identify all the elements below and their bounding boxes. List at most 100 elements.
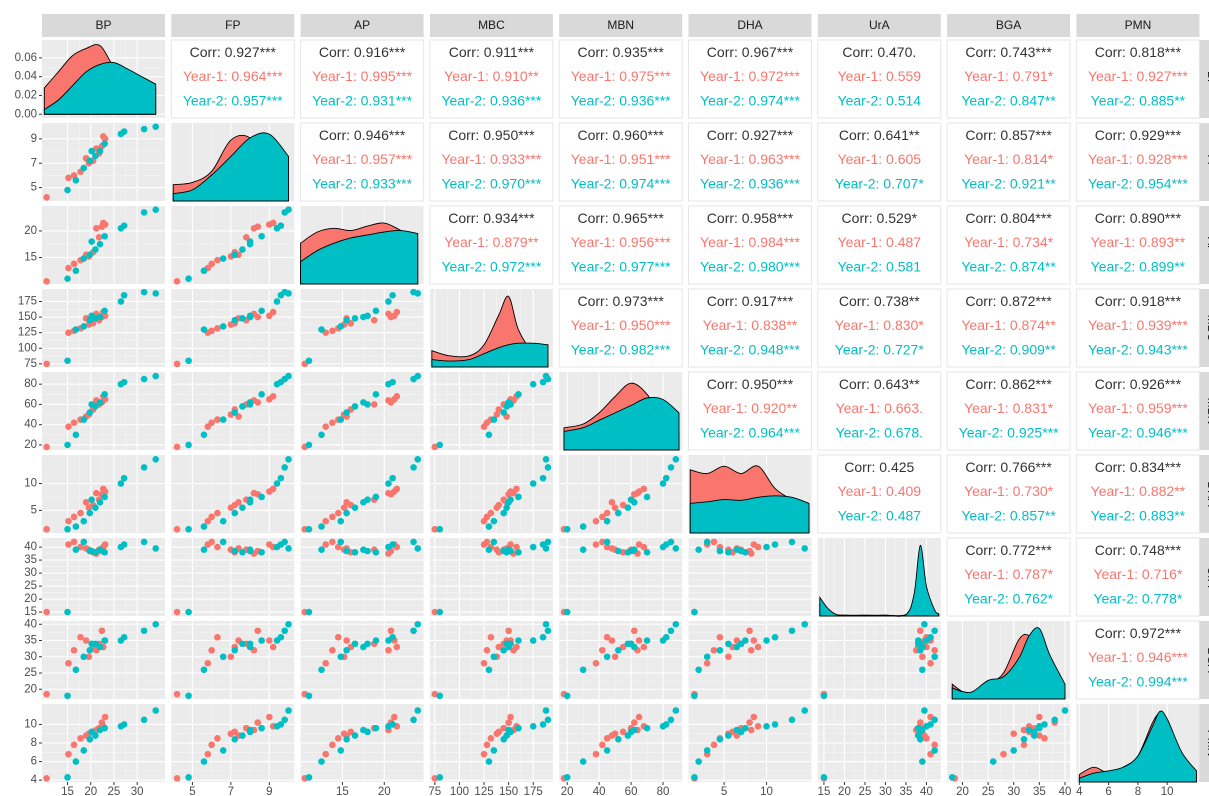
point	[305, 774, 313, 781]
y-tick-label: 4	[31, 774, 38, 786]
point	[480, 750, 488, 758]
corr-text: Year-2: 0.936***	[700, 175, 800, 191]
point	[539, 633, 547, 641]
point	[801, 707, 809, 714]
point	[627, 640, 635, 648]
point	[1010, 747, 1018, 754]
y-tick-label: 10	[24, 478, 37, 490]
x-tick-label: 20	[84, 786, 97, 796]
corr-text: Year-1: 0.730*	[964, 483, 1054, 499]
strip-top	[688, 14, 812, 37]
point	[611, 653, 619, 661]
point	[771, 721, 779, 728]
point	[343, 409, 350, 416]
corr-text: Corr: 0.916***	[319, 44, 406, 60]
panel	[300, 455, 424, 533]
x-tick-label: 125	[474, 786, 493, 796]
point	[101, 390, 108, 398]
point	[185, 357, 192, 365]
point	[351, 403, 359, 410]
point	[507, 547, 514, 555]
corr-text: Corr: 0.934***	[448, 210, 535, 226]
point	[495, 501, 503, 509]
corr-text: Year-2: 0.974***	[700, 92, 800, 108]
point	[1020, 741, 1028, 749]
point	[337, 323, 345, 330]
strip-right	[1199, 621, 1209, 699]
point	[750, 713, 758, 721]
point	[716, 646, 724, 654]
point	[65, 174, 72, 182]
point	[246, 640, 254, 648]
strip-top	[947, 14, 1071, 37]
point	[1041, 721, 1048, 728]
corr-text: Year-1: 0.830*	[835, 317, 925, 333]
point	[80, 164, 88, 172]
point	[208, 513, 215, 521]
corr-text: Year-1: 0.787*	[964, 566, 1054, 582]
corr-text: Year-2: 0.921**	[961, 175, 1056, 191]
strip-label: BGA	[996, 18, 1021, 32]
point	[490, 538, 498, 546]
corr-text: Year-2: 0.707*	[835, 175, 925, 191]
point	[763, 722, 770, 730]
point	[120, 222, 128, 229]
point	[389, 291, 396, 299]
y-tick-label: 8	[31, 737, 37, 749]
point	[208, 741, 215, 749]
corr-text: Corr: 0.935***	[578, 44, 665, 60]
x-tick-label: 30	[879, 786, 892, 796]
point	[431, 525, 439, 533]
y-tick-label: 35	[24, 554, 37, 566]
point	[931, 741, 938, 749]
point	[65, 423, 72, 431]
point	[285, 545, 292, 552]
density-area	[43, 61, 157, 115]
point	[921, 620, 928, 628]
point	[603, 653, 611, 661]
point	[231, 509, 239, 517]
corr-text: Year-1: 0.951***	[571, 151, 671, 167]
corr-text: Corr: 0.927***	[190, 44, 277, 60]
corr-panel	[558, 288, 683, 368]
y-tick-label: 150	[18, 311, 37, 323]
point	[258, 549, 265, 556]
point	[603, 509, 611, 517]
corr-text: Corr: 0.834***	[1095, 459, 1182, 475]
corr-text: Corr: 0.804***	[965, 210, 1052, 226]
point	[96, 313, 104, 321]
panel	[171, 621, 295, 699]
point	[410, 464, 417, 471]
point	[385, 550, 392, 557]
point	[258, 390, 265, 398]
point	[592, 659, 600, 667]
corr-text: Year-2: 0.847**	[961, 92, 1056, 108]
panel	[559, 455, 683, 533]
point	[483, 741, 491, 749]
point	[667, 538, 675, 546]
point	[364, 312, 371, 320]
point	[385, 480, 392, 487]
point	[337, 653, 345, 661]
point	[931, 653, 938, 661]
point	[329, 419, 336, 426]
point	[239, 504, 246, 512]
point	[77, 633, 84, 641]
point	[385, 310, 392, 318]
y-tick-label: 125	[18, 327, 37, 339]
point	[86, 157, 94, 165]
point	[219, 416, 227, 423]
density-area	[1078, 710, 1197, 783]
point	[92, 504, 99, 512]
point	[101, 724, 108, 732]
point	[239, 640, 246, 648]
point	[563, 608, 571, 616]
point	[436, 692, 444, 700]
y-tick-label: 30	[24, 567, 37, 579]
point	[88, 147, 95, 155]
point	[917, 728, 924, 736]
corr-text: Year-1: 0.939***	[1088, 317, 1188, 333]
point	[640, 485, 648, 493]
point	[185, 608, 192, 616]
point	[643, 724, 651, 732]
